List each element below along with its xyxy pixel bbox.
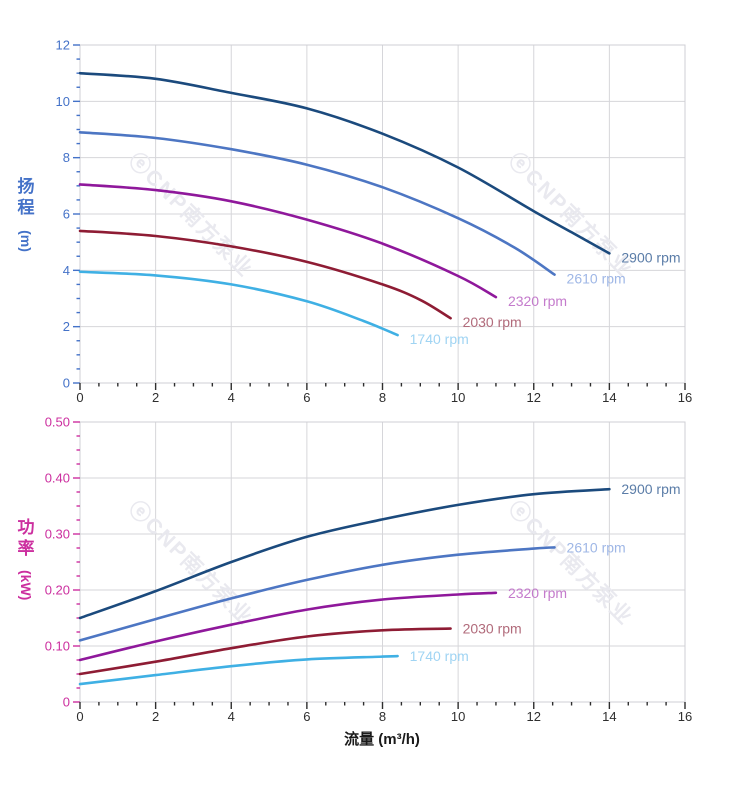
series-label-2030-rpm: 2030 rpm xyxy=(463,314,522,330)
x-tick-label: 2 xyxy=(152,709,159,724)
x-tick-label: 6 xyxy=(303,709,310,724)
curve-2030-rpm xyxy=(78,229,452,320)
x-tick-label: 6 xyxy=(303,390,310,405)
x-tick-label: 4 xyxy=(228,390,235,405)
y-tick-label: 0.10 xyxy=(45,639,70,654)
x-tick-label: 12 xyxy=(527,709,541,724)
y-tick-label: 12 xyxy=(56,38,70,53)
x-tick-label: 10 xyxy=(451,390,465,405)
head-gridlines xyxy=(80,45,685,383)
head-y-axis-title-text: 扬程 xyxy=(17,177,35,218)
y-tick-label: 0.20 xyxy=(45,583,70,598)
series-label-2900-rpm: 2900 rpm xyxy=(621,249,680,265)
x-tick-label: 10 xyxy=(451,709,465,724)
y-tick-label: 6 xyxy=(63,207,70,222)
curve-2320-rpm xyxy=(78,591,498,662)
y-tick-label: 4 xyxy=(63,263,70,278)
brand-watermark: ⓔCNP南方泵业 xyxy=(504,496,638,630)
series-label-2030-rpm: 2030 rpm xyxy=(463,621,522,637)
curve-2610-rpm xyxy=(78,131,556,276)
series-label-2320-rpm: 2320 rpm xyxy=(508,585,567,601)
power-x-ticks xyxy=(79,702,686,709)
y-tick-label: 0.40 xyxy=(45,471,70,486)
x-tick-label: 8 xyxy=(379,390,386,405)
flow-x-axis-title: 流量 (m³/h) xyxy=(344,730,420,748)
y-tick-label: 8 xyxy=(63,150,70,165)
head-x-ticks xyxy=(79,383,686,390)
series-label-2900-rpm: 2900 rpm xyxy=(621,481,680,497)
x-tick-label: 12 xyxy=(527,390,541,405)
x-tick-label: 16 xyxy=(678,390,692,405)
x-tick-label: 8 xyxy=(379,709,386,724)
y-tick-label: 0.30 xyxy=(45,527,70,542)
curve-2610-rpm xyxy=(78,546,556,642)
curve-2030-rpm xyxy=(78,627,452,676)
head-y-ticks xyxy=(73,44,80,384)
y-tick-label: 10 xyxy=(56,94,70,109)
y-tick-label: 0 xyxy=(63,695,70,710)
y-tick-label: 0 xyxy=(63,376,70,391)
curve-1740-rpm xyxy=(78,654,399,686)
series-label-2610-rpm: 2610 rpm xyxy=(567,271,626,287)
power-y-axis-title: 功率 (kW) xyxy=(14,517,38,600)
curve-2320-rpm xyxy=(78,183,498,299)
x-tick-label: 14 xyxy=(602,390,616,405)
x-tick-label: 2 xyxy=(152,390,159,405)
brand-watermark: ⓔCNP南方泵业 xyxy=(124,148,258,282)
series-label-2610-rpm: 2610 rpm xyxy=(567,539,626,555)
head-y-axis-title: 扬程 (m) xyxy=(14,176,38,251)
curve-1740-rpm xyxy=(78,270,399,337)
x-tick-label: 16 xyxy=(678,709,692,724)
x-tick-label: 14 xyxy=(602,709,616,724)
x-tick-label: 4 xyxy=(228,709,235,724)
curve-2900-rpm xyxy=(78,487,611,620)
x-tick-label: 0 xyxy=(76,709,83,724)
head-chart: ⓔCNP南方泵业 ⓔCNP南方泵业 0 2 4 6 8 10 12 0 2 4 6 8 10 12 14 16 29… xyxy=(56,38,693,406)
series-label-2320-rpm: 2320 rpm xyxy=(508,293,567,309)
brand-watermark: ⓔCNP南方泵业 xyxy=(504,148,638,282)
curve-2900-rpm xyxy=(78,71,611,255)
series-label-1740-rpm: 1740 rpm xyxy=(410,648,469,664)
power-y-axis-title-text: 功率 xyxy=(17,518,35,559)
power-y-ticks xyxy=(73,421,80,703)
y-tick-label: 0.50 xyxy=(45,415,70,430)
x-tick-label: 0 xyxy=(76,390,83,405)
series-label-1740-rpm: 1740 rpm xyxy=(410,331,469,347)
y-tick-label: 2 xyxy=(63,319,70,334)
